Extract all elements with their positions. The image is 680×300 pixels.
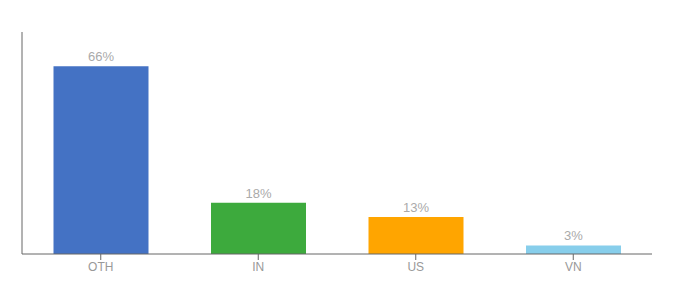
svg-text:VN: VN <box>565 260 582 274</box>
svg-text:US: US <box>407 260 424 274</box>
svg-text:13%: 13% <box>403 200 429 215</box>
svg-text:OTH: OTH <box>88 260 113 274</box>
svg-text:18%: 18% <box>245 186 271 201</box>
svg-text:66%: 66% <box>88 49 114 64</box>
svg-text:3%: 3% <box>564 228 583 243</box>
svg-text:IN: IN <box>252 260 264 274</box>
